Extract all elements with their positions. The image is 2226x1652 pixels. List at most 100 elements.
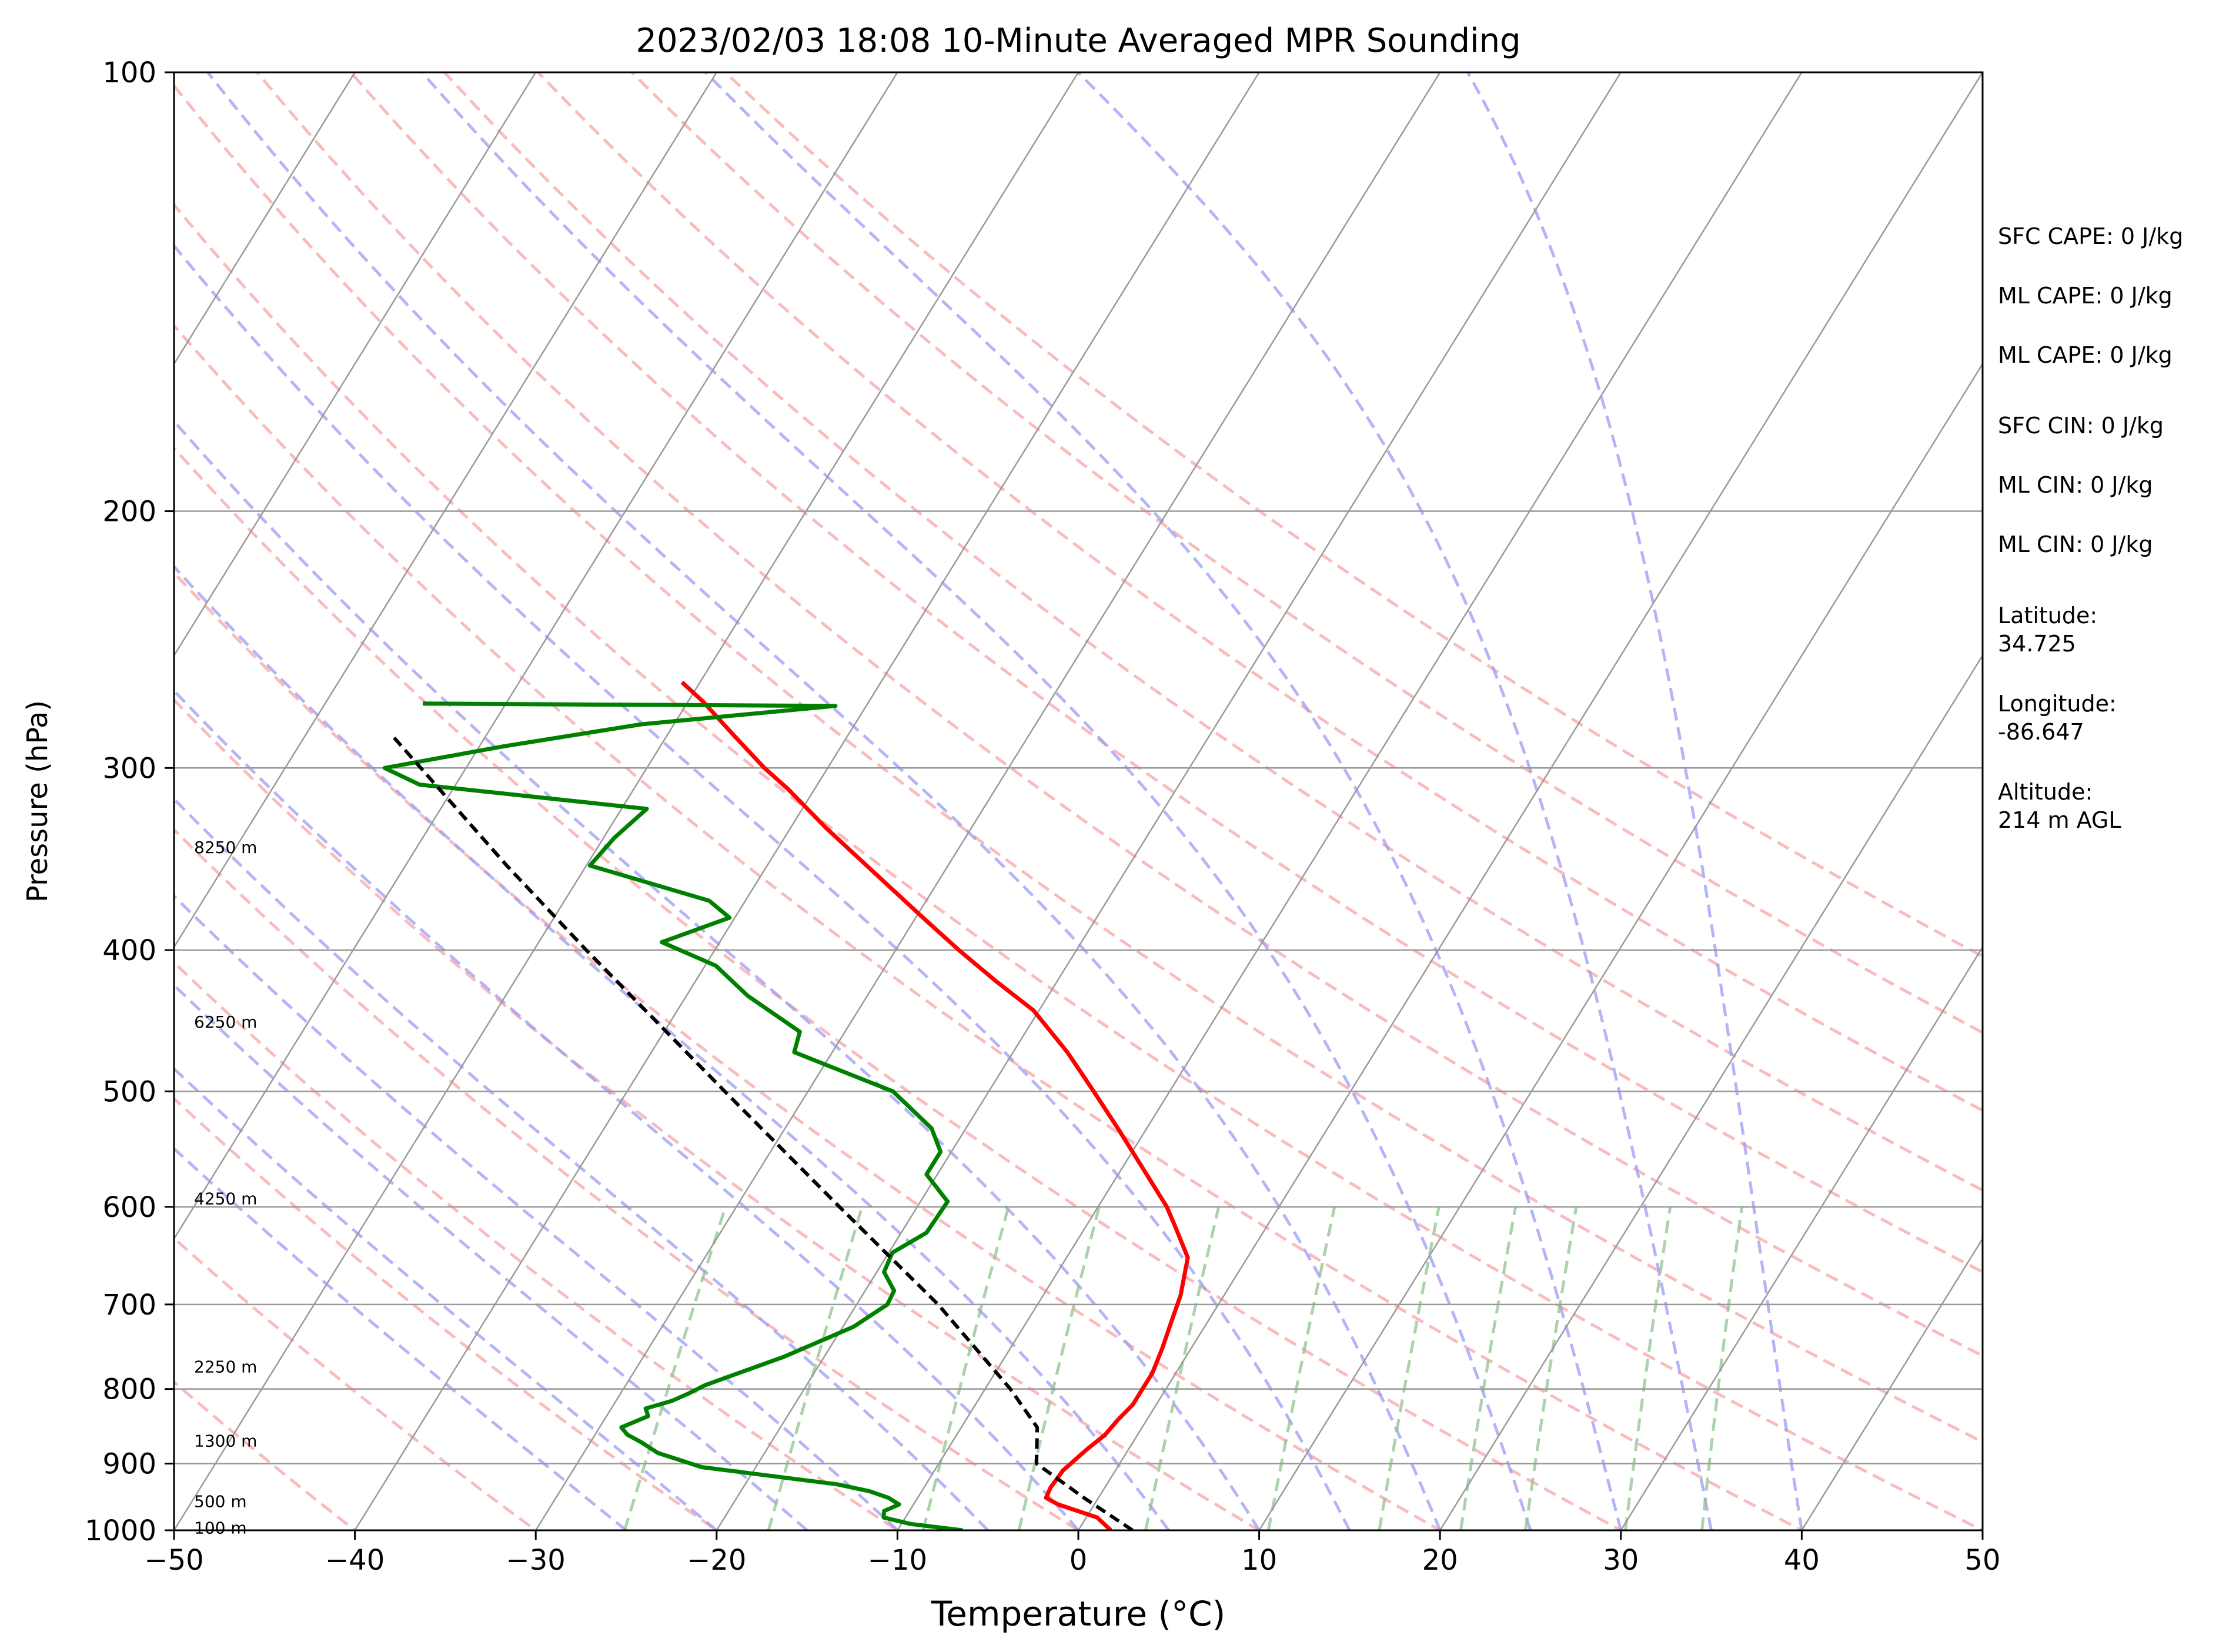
ml-cape-text: ML CAPE: 0 J/kg xyxy=(1998,283,2172,309)
mixing-ratio-line xyxy=(1459,1206,1518,1530)
height-label: 8250 m xyxy=(194,838,257,857)
y-tick-label: 300 xyxy=(102,752,156,785)
moist-adiabat-line xyxy=(206,72,1442,1530)
moist-adiabat-line xyxy=(174,797,990,1530)
x-tick-label: −20 xyxy=(687,1544,746,1577)
sounding-profiles xyxy=(382,680,1190,1530)
y-tick-label: 800 xyxy=(102,1373,156,1406)
dry-adiabat-line xyxy=(174,960,900,1530)
latitude-value: 34.725 xyxy=(1998,631,2076,657)
longitude-value: -86.647 xyxy=(1998,719,2084,745)
isotherm-line xyxy=(535,72,1441,1530)
x-tick-label: 40 xyxy=(1784,1544,1820,1577)
height-label: 1300 m xyxy=(194,1432,257,1451)
dry-adiabat-line xyxy=(174,570,1443,1530)
moist-adiabat-line xyxy=(174,894,899,1530)
ml-cape-text-2: ML CAPE: 0 J/kg xyxy=(1998,342,2172,368)
parcel-profile-line xyxy=(390,734,1134,1530)
x-tick-label: −40 xyxy=(325,1544,385,1577)
ml-cin-text-2: ML CIN: 0 J/kg xyxy=(1998,531,2153,557)
height-label: 4250 m xyxy=(194,1189,257,1208)
dry-adiabat-line xyxy=(174,1380,357,1530)
height-label: 100 m xyxy=(194,1519,247,1538)
moist-adiabat-line xyxy=(1077,72,1713,1530)
isotherm-line xyxy=(1801,1237,1983,1530)
mixing-ratio-line xyxy=(623,1206,727,1530)
info-panel: SFC CAPE: 0 J/kg ML CAPE: 0 J/kg ML CAPE… xyxy=(1998,223,2183,833)
dry-adiabat-line xyxy=(174,698,1262,1530)
isotherm-line xyxy=(174,72,537,657)
x-tick-label: 0 xyxy=(1069,1544,1088,1577)
mixing-ratio-line xyxy=(921,1206,1010,1530)
x-tick-label: −10 xyxy=(868,1544,927,1577)
mixing-ratio-line xyxy=(1524,1206,1578,1530)
dry-adiabat-line xyxy=(536,72,1983,1112)
y-tick-label: 500 xyxy=(102,1075,156,1108)
moist-adiabat-line xyxy=(704,72,1623,1530)
dry-adiabat-line xyxy=(723,72,1983,958)
isotherm-line xyxy=(174,72,1079,1530)
axes: −50 −40 −30 −20 −10 0 10 20 30 40 50 1000 900 800 700 6… xyxy=(85,56,2001,1577)
dry-adiabat-line xyxy=(255,72,1983,1357)
x-tick-label: 30 xyxy=(1603,1544,1639,1577)
moist-adiabat-line xyxy=(1466,72,1803,1530)
altitude-label: Altitude: xyxy=(1998,779,2093,805)
height-label: 500 m xyxy=(194,1492,247,1511)
altitude-value: 214 m AGL xyxy=(1998,807,2121,833)
y-tick-label: 400 xyxy=(102,934,156,967)
dry-adiabat-line xyxy=(174,323,1805,1530)
dry-adiabat-line xyxy=(174,83,1983,1444)
dry-adiabat-line xyxy=(349,72,1983,1274)
chart-title: 2023/02/03 18:08 10-Minute Averaged MPR … xyxy=(636,22,1520,60)
moist-adiabat-line xyxy=(174,419,1261,1530)
dewpoint-profile-line xyxy=(382,701,963,1530)
moist-adiabat-line xyxy=(174,243,1351,1530)
moist-adiabat-line xyxy=(174,1146,627,1530)
latitude-label: Latitude: xyxy=(1998,603,2097,628)
moist-adiabat-line xyxy=(174,688,1079,1530)
height-labels: 100 m 500 m 1300 m 2250 m 4250 m 6250 m 8250 m xyxy=(194,838,257,1538)
x-tick-label: 10 xyxy=(1241,1544,1277,1577)
dry-adiabat-line xyxy=(174,827,1081,1530)
longitude-label: Longitude: xyxy=(1998,691,2117,717)
isotherm-line xyxy=(174,72,717,949)
isotherm-line xyxy=(1258,362,1983,1530)
isotherm-line xyxy=(716,72,1622,1530)
moist-adiabat-line xyxy=(174,983,808,1530)
dry-adiabat-line xyxy=(442,72,1983,1192)
isotherm-line xyxy=(174,72,356,366)
dry-adiabat-line xyxy=(174,202,1983,1530)
temperature-profile-line xyxy=(680,680,1190,1530)
isotherm-line xyxy=(1439,654,1983,1530)
moist-adiabat-line xyxy=(174,564,1170,1530)
dry-adiabat-line xyxy=(629,72,1983,1035)
isotherm-line xyxy=(174,72,898,1240)
height-label: 2250 m xyxy=(194,1357,257,1376)
y-tick-label: 1000 xyxy=(85,1514,156,1547)
y-tick-label: 900 xyxy=(102,1448,156,1481)
sfc-cape-text: SFC CAPE: 0 J/kg xyxy=(1998,223,2183,249)
background-lines xyxy=(174,72,1983,1530)
isotherm-line xyxy=(1077,72,1983,1530)
moist-adiabat-line xyxy=(420,72,1532,1530)
y-tick-label: 100 xyxy=(102,56,156,89)
isotherm-line xyxy=(897,72,1803,1530)
mixing-ratio-line xyxy=(1266,1206,1336,1530)
x-axis-label: Temperature (°C) xyxy=(931,1594,1226,1634)
y-tick-label: 200 xyxy=(102,496,156,529)
y-tick-label: 700 xyxy=(102,1289,156,1322)
x-tick-label: 20 xyxy=(1422,1544,1458,1577)
x-tick-label: 50 xyxy=(1964,1544,2000,1577)
isotherm-line xyxy=(1620,945,1983,1530)
height-label: 6250 m xyxy=(194,1012,257,1032)
sfc-cin-text: SFC CIN: 0 J/kg xyxy=(1998,413,2164,439)
dry-adiabat-line xyxy=(174,1236,539,1530)
pressure-gridlines xyxy=(174,72,1983,1530)
moist-adiabat-line xyxy=(174,1066,718,1530)
ml-cin-text: ML CIN: 0 J/kg xyxy=(1998,472,2153,498)
dry-adiabat-line xyxy=(174,1096,720,1530)
x-tick-label: −50 xyxy=(144,1544,203,1577)
isotherm-line xyxy=(354,72,1260,1530)
y-axis-label: Pressure (hPa) xyxy=(21,700,54,902)
